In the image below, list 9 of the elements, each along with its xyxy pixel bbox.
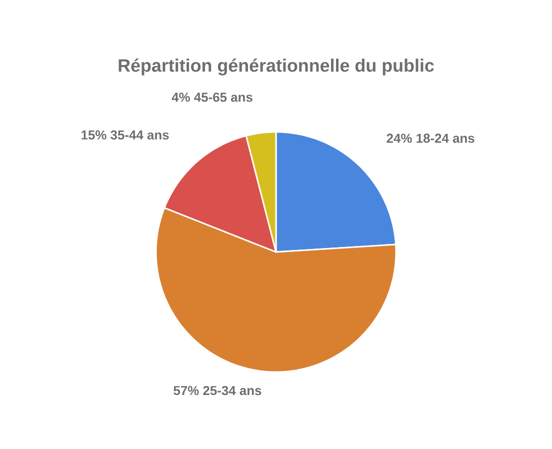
slice-label: 18-24 ans	[416, 134, 474, 143]
slice-label: 35-44 ans	[110, 130, 169, 140]
data-label: 15%	[82, 130, 106, 140]
data-label: 4%	[172, 92, 190, 102]
data-label: 24%	[386, 134, 412, 143]
slice-label: 25-34 ans	[203, 386, 262, 396]
chart-title: Répartition générationnelle du public	[118, 58, 434, 76]
slice-label: 45-65 ans	[194, 92, 252, 102]
data-label: 57%	[174, 386, 199, 396]
